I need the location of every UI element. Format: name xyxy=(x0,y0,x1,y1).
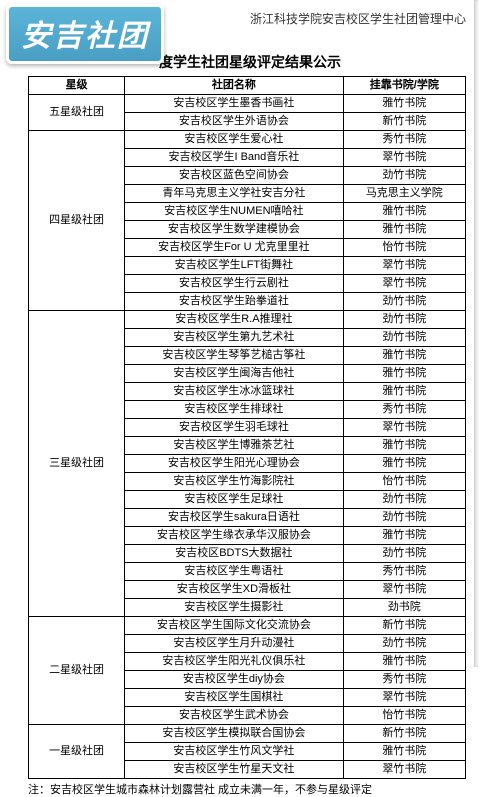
data-cell: 翠竹书院 xyxy=(343,581,465,599)
table-header: 社团名称 xyxy=(125,77,344,95)
level-cell: 一星级社团 xyxy=(29,725,125,779)
data-cell: 劲竹书院 xyxy=(343,311,465,329)
data-cell: 安吉校区学生竹风文学社 xyxy=(125,743,344,761)
data-cell: 安吉校区学生第九艺术社 xyxy=(125,329,344,347)
data-cell: 安吉校区学生琴筝艺槌古筝社 xyxy=(125,347,344,365)
data-cell: 安吉校区学生外语协会 xyxy=(125,113,344,131)
data-cell: 秀竹书院 xyxy=(343,131,465,149)
logo-badge: 安吉社团 xyxy=(6,4,164,64)
data-cell: 劲竹书院 xyxy=(343,635,465,653)
data-cell: 青年马克思主义学社安吉分社 xyxy=(125,185,344,203)
data-cell: 雅竹书院 xyxy=(343,95,465,113)
data-cell: 安吉校区学生I Band音乐社 xyxy=(125,149,344,167)
page-edge xyxy=(474,0,478,667)
data-cell: 安吉校区学生武术协会 xyxy=(125,707,344,725)
data-cell: 安吉校区学生阳光心理协会 xyxy=(125,455,344,473)
data-cell: 翠竹书院 xyxy=(343,761,465,779)
data-cell: 安吉校区学生排球社 xyxy=(125,401,344,419)
data-cell: 劲竹书院 xyxy=(343,545,465,563)
data-cell: 秀竹书院 xyxy=(343,671,465,689)
data-cell: 翠竹书院 xyxy=(343,257,465,275)
data-cell: 雅竹书院 xyxy=(343,383,465,401)
data-cell: 新竹书院 xyxy=(343,617,465,635)
data-cell: 怡竹书院 xyxy=(343,473,465,491)
data-cell: 劲竹书院 xyxy=(343,167,465,185)
data-cell: 雅竹书院 xyxy=(343,527,465,545)
data-cell: 安吉校区学生模拟联合国协会 xyxy=(125,725,344,743)
table-row: 二星级社团安吉校区学生国际文化交流协会新竹书院 xyxy=(29,617,466,635)
table-row: 三星级社团安吉校区学生R.A推理社劲竹书院 xyxy=(29,311,466,329)
data-cell: 安吉校区学生国际文化交流协会 xyxy=(125,617,344,635)
data-cell: 安吉校区蓝色空间协会 xyxy=(125,167,344,185)
table-header: 星级 xyxy=(29,77,125,95)
data-cell: 安吉校区学生阳光礼仪俱乐社 xyxy=(125,653,344,671)
data-cell: 安吉校区学生粤语社 xyxy=(125,563,344,581)
data-cell: 翠竹书院 xyxy=(343,419,465,437)
data-cell: 劲竹书院 xyxy=(343,509,465,527)
table-header: 挂靠书院/学院 xyxy=(343,77,465,95)
data-cell: 安吉校区学生diy协会 xyxy=(125,671,344,689)
table-row: 四星级社团安吉校区学生爱心社秀竹书院 xyxy=(29,131,466,149)
org-name: 浙江科技学院安吉校区学生社团管理中心 xyxy=(250,10,466,27)
data-cell: 雅竹书院 xyxy=(343,221,465,239)
data-cell: 安吉校区学生NUMEN嘻哈社 xyxy=(125,203,344,221)
data-cell: 安吉校区学生竹星天文社 xyxy=(125,761,344,779)
data-cell: 安吉校区学生月升动漫社 xyxy=(125,635,344,653)
level-cell: 四星级社团 xyxy=(29,131,125,311)
data-cell: 安吉校区学生足球社 xyxy=(125,491,344,509)
data-cell: 劲竹书院 xyxy=(343,293,465,311)
data-cell: 安吉校区学生墨香书画社 xyxy=(125,95,344,113)
data-cell: 安吉校区学生R.A推理社 xyxy=(125,311,344,329)
data-cell: 安吉校区学生sakura日语社 xyxy=(125,509,344,527)
data-cell: 秀竹书院 xyxy=(343,401,465,419)
data-cell: 安吉校区学生跆拳道社 xyxy=(125,293,344,311)
data-cell: 雅竹书院 xyxy=(343,653,465,671)
data-cell: 安吉校区学生闽海吉他社 xyxy=(125,365,344,383)
data-cell: 马克思主义学院 xyxy=(343,185,465,203)
level-cell: 三星级社团 xyxy=(29,311,125,617)
data-cell: 雅竹书院 xyxy=(343,455,465,473)
table-row: 一星级社团安吉校区学生模拟联合国协会新竹书院 xyxy=(29,725,466,743)
data-cell: 雅竹书院 xyxy=(343,365,465,383)
ranking-table: 星级社团名称挂靠书院/学院 五星级社团安吉校区学生墨香书画社雅竹书院安吉校区学生… xyxy=(28,76,466,779)
data-cell: 安吉校区学生LFT街舞社 xyxy=(125,257,344,275)
data-cell: 劲书院 xyxy=(343,599,465,617)
data-cell: 翠竹书院 xyxy=(343,149,465,167)
data-cell: 安吉校区学生竹海影院社 xyxy=(125,473,344,491)
data-cell: 雅竹书院 xyxy=(343,743,465,761)
data-cell: 安吉校区学生冰冰篮球社 xyxy=(125,383,344,401)
data-cell: 安吉校区学生博雅茶艺社 xyxy=(125,437,344,455)
data-cell: 安吉校区学生缘衣承华汉服协会 xyxy=(125,527,344,545)
data-cell: 怡竹书院 xyxy=(343,707,465,725)
data-cell: 雅竹书院 xyxy=(343,437,465,455)
data-cell: 翠竹书院 xyxy=(343,275,465,293)
data-cell: 安吉校区学生数学建模协会 xyxy=(125,221,344,239)
data-cell: 劲竹书院 xyxy=(343,491,465,509)
data-cell: 安吉校区学生摄影社 xyxy=(125,599,344,617)
data-cell: 安吉校区学生行云剧社 xyxy=(125,275,344,293)
footnote: 注：安吉校区学生城市森林计划露营社 成立未满一年，不参与星级评定 xyxy=(0,779,500,797)
data-cell: 安吉校区学生For U 尤克里里社 xyxy=(125,239,344,257)
data-cell: 新竹书院 xyxy=(343,113,465,131)
data-cell: 雅竹书院 xyxy=(343,347,465,365)
data-cell: 怡竹书院 xyxy=(343,239,465,257)
data-cell: 新竹书院 xyxy=(343,725,465,743)
data-cell: 安吉校区BDTS大数据社 xyxy=(125,545,344,563)
data-cell: 安吉校区学生XD滑板社 xyxy=(125,581,344,599)
data-cell: 雅竹书院 xyxy=(343,203,465,221)
data-cell: 秀竹书院 xyxy=(343,563,465,581)
table-row: 五星级社团安吉校区学生墨香书画社雅竹书院 xyxy=(29,95,466,113)
data-cell: 安吉校区学生国棋社 xyxy=(125,689,344,707)
data-cell: 劲竹书院 xyxy=(343,329,465,347)
level-cell: 五星级社团 xyxy=(29,95,125,131)
data-cell: 安吉校区学生羽毛球社 xyxy=(125,419,344,437)
data-cell: 翠竹书院 xyxy=(343,689,465,707)
level-cell: 二星级社团 xyxy=(29,617,125,725)
data-cell: 安吉校区学生爱心社 xyxy=(125,131,344,149)
